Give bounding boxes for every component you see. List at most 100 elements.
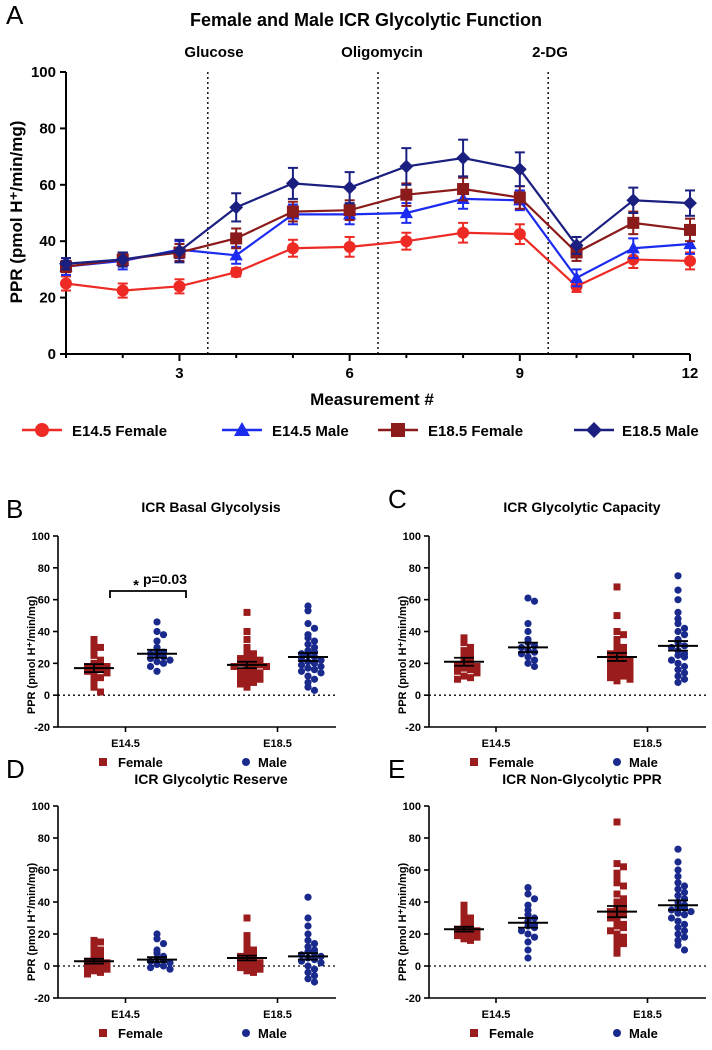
data-point (90, 683, 98, 691)
data-point (674, 858, 682, 866)
data-point (237, 674, 244, 682)
data-point (237, 667, 244, 675)
data-point (613, 818, 621, 826)
data-point (90, 943, 98, 951)
data-point (304, 640, 312, 648)
chart-a-ylabel: PPR (pmol H⁺/min/mg) (7, 121, 26, 304)
injection-label-2dg: 2-DG (532, 44, 568, 61)
data-point (620, 631, 627, 639)
group-E145-female (74, 635, 114, 696)
panel-letter-a: A (6, 0, 24, 30)
data-point (626, 669, 634, 677)
x-tick-label: E18.5 (263, 738, 292, 750)
legend-label-male: Male (629, 755, 658, 770)
y-tick-label: -20 (405, 993, 421, 1005)
legend-square-marker (99, 1029, 107, 1037)
data-point (97, 656, 104, 664)
legend-label: E14.5 Male (272, 423, 349, 440)
data-point (297, 661, 306, 669)
data-point (620, 863, 627, 871)
data-point (680, 927, 689, 935)
legend-square-marker (470, 1029, 478, 1037)
data-point (674, 608, 682, 617)
data-point (256, 959, 264, 967)
x-tick-label: E14.5 (482, 738, 511, 750)
data-point (626, 656, 634, 664)
data-point (460, 672, 468, 680)
data-point (467, 930, 474, 938)
data-point (97, 962, 104, 970)
data-point (467, 659, 474, 667)
data-point (399, 159, 414, 174)
data-point (674, 879, 682, 887)
legend-square-marker (99, 758, 107, 766)
data-point (243, 943, 251, 951)
data-point (153, 637, 161, 645)
data-point (667, 656, 676, 664)
data-point (243, 938, 251, 946)
data-point (674, 678, 682, 687)
data-point (674, 672, 682, 680)
legend-label-male: Male (258, 1026, 287, 1041)
data-point (674, 627, 682, 636)
legend-circle-marker (242, 1029, 250, 1037)
series-line (65, 156, 691, 265)
y-tick-label: 100 (31, 64, 56, 81)
data-point (620, 911, 627, 919)
data-point (467, 650, 474, 658)
chart-a-legend: E14.5 Female E14.5 Male E18.5 Female E18… (22, 422, 699, 440)
x-tick-label: 9 (516, 365, 524, 382)
legend-label-female: Female (489, 755, 534, 770)
data-point (103, 959, 111, 967)
data-point (153, 618, 161, 626)
data-point (613, 860, 621, 868)
data-point (680, 631, 689, 639)
data-point (620, 906, 627, 914)
significance-annotation: * p=0.03 (109, 571, 187, 598)
data-point (613, 936, 621, 944)
data-point (674, 872, 682, 881)
data-point (627, 253, 640, 266)
data-point (243, 647, 251, 655)
data-point (153, 935, 161, 943)
chart-a-plot: 0 20 40 60 80 100 3 6 9 12 (31, 64, 698, 382)
data-point (613, 664, 621, 672)
series-e18-5-male (59, 138, 697, 271)
chart-b-plot: -20 0 20 40 60 80 100 E14.5 E18.5 Female Male (32, 531, 336, 770)
y-tick-label: -20 (34, 722, 50, 734)
data-point (683, 237, 697, 250)
data-point (310, 624, 319, 632)
data-point (674, 659, 682, 667)
data-point (613, 677, 621, 685)
legend: Female Male (99, 755, 287, 770)
data-point (166, 959, 174, 967)
data-point (97, 688, 104, 696)
data-point (460, 906, 468, 914)
data-point (243, 949, 251, 957)
data-point (237, 659, 244, 667)
data-point (243, 628, 251, 635)
data-point (460, 664, 468, 672)
data-point (97, 938, 104, 946)
data-point (626, 193, 641, 208)
series-line (65, 231, 691, 292)
panel-letter-c: C (388, 484, 407, 514)
legend-item-e185-female: E18.5 Female (378, 423, 523, 440)
data-point (674, 666, 682, 674)
data-point (613, 890, 621, 898)
data-point (456, 151, 470, 165)
data-point (243, 635, 251, 643)
data-point (613, 869, 621, 877)
data-point (613, 670, 621, 678)
data-point (467, 643, 474, 651)
data-point (513, 191, 526, 204)
data-point (524, 659, 532, 667)
y-tick-label: 100 (403, 531, 421, 543)
data-point (310, 965, 319, 973)
data-point (613, 640, 621, 648)
y-tick-label: 20 (409, 929, 421, 941)
y-tick-label: 0 (48, 346, 56, 363)
data-point (674, 909, 682, 917)
data-point (90, 967, 98, 975)
